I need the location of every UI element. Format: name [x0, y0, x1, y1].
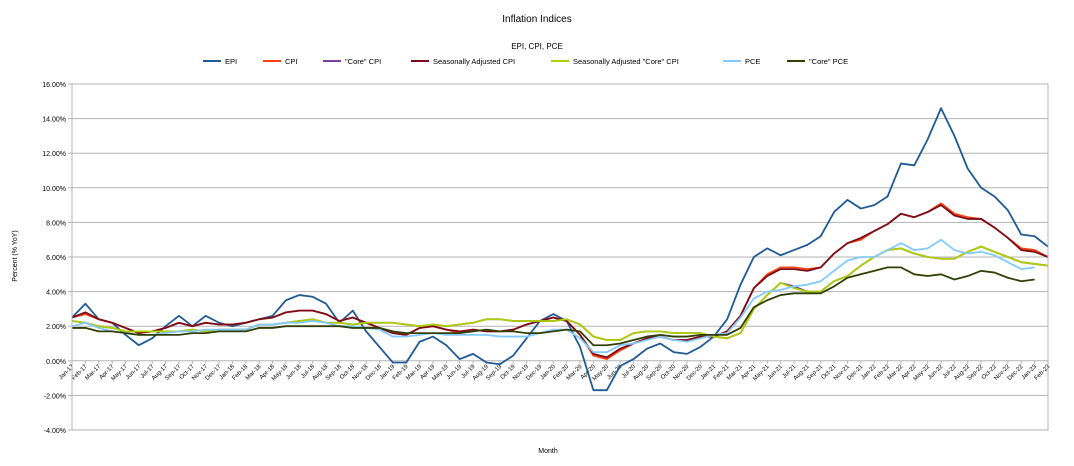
series-line [72, 266, 1035, 347]
legend-label: CPI [285, 57, 298, 66]
y-tick-label: -4.00% [44, 428, 66, 435]
y-tick-label: 0.00% [46, 359, 66, 366]
plot-area-frame [71, 83, 1049, 431]
series-line [71, 238, 1035, 354]
legend-label: "Core" CPI [345, 57, 381, 66]
legend-label: "Core" PCE [809, 57, 848, 66]
y-tick-label: 4.00% [46, 290, 66, 297]
chart-subtitle: EPI, CPI, PCE [511, 42, 563, 51]
series-lines [71, 107, 1049, 392]
y-tick-label: 16.00% [42, 82, 66, 89]
legend-label: PCE [745, 57, 760, 66]
y-tick-label: 12.00% [42, 151, 66, 158]
series-line [71, 107, 1049, 392]
y-tick-label: 10.00% [42, 186, 66, 193]
x-axis-label: Month [538, 448, 558, 455]
legend: EPI CPI "Core" CPI Seasonally Adjusted CPI S… [203, 57, 848, 66]
y-axis-label: Percent (% YoY) [12, 230, 19, 281]
y-tick-label: 2.00% [46, 324, 66, 331]
legend-label: Seasonally Adjusted CPI [433, 57, 515, 66]
y-tick-label: 6.00% [46, 255, 66, 262]
y-tick-label: -2.00% [44, 393, 66, 400]
y-axis-ticks: -4.00% -2.00% 0.00% 2.00% 4.00% 6.00% 8.00% 10.… [42, 82, 72, 435]
legend-label: EPI [225, 57, 237, 66]
y-tick-label: 8.00% [46, 220, 66, 227]
y-tick-label: 14.00% [42, 117, 66, 124]
chart-title: Inflation Indices [502, 14, 572, 25]
legend-label: Seasonally Adjusted "Core" CPI [573, 57, 679, 66]
